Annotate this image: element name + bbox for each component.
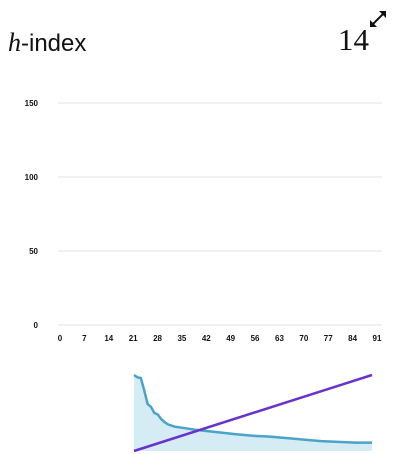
- x-tick-label: 21: [129, 334, 138, 343]
- hindex-chart: 150 100 50 0 0 7 14 21 28 35 42 49 56 63 70 77 84 91: [25, 99, 382, 453]
- x-tick-label: 42: [202, 334, 211, 343]
- x-tick-label: 35: [177, 334, 186, 343]
- x-tick-label: 84: [348, 334, 357, 343]
- x-tick-label: 56: [251, 334, 260, 343]
- hindex-value: 14: [338, 22, 369, 57]
- hindex-header: h-index 14: [0, 0, 397, 80]
- hindex-title: h-index: [8, 28, 86, 58]
- citation-curve-line: [133, 373, 372, 444]
- x-tick-label: 77: [324, 334, 333, 343]
- y-tick-label: 0: [34, 321, 39, 330]
- x-tick-label: 0: [58, 334, 63, 343]
- x-tick-label: 91: [373, 334, 382, 343]
- y-tick-label: 50: [29, 247, 38, 256]
- y-tick-label: 100: [25, 173, 39, 182]
- x-tick-label: 49: [226, 334, 235, 343]
- hindex-diagonal-line: [133, 373, 373, 453]
- hindex-title-h: h: [8, 28, 21, 57]
- chart-gridlines: [58, 102, 382, 326]
- hindex-title-rest: -index: [21, 30, 87, 57]
- x-tick-label: 63: [275, 334, 284, 343]
- x-tick-label: 70: [299, 334, 308, 343]
- x-tick-label: 14: [104, 334, 113, 343]
- chart-y-ticks: 150 100 50 0: [25, 99, 39, 330]
- citation-distribution-plot: [133, 373, 373, 453]
- x-tick-label: 28: [153, 334, 162, 343]
- chart-x-ticks: 0 7 14 21 28 35 42 49 56 63 70 77 84 91: [58, 334, 382, 343]
- expand-arrows-icon[interactable]: [367, 8, 389, 30]
- y-tick-label: 150: [25, 99, 39, 108]
- x-tick-label: 7: [82, 334, 87, 343]
